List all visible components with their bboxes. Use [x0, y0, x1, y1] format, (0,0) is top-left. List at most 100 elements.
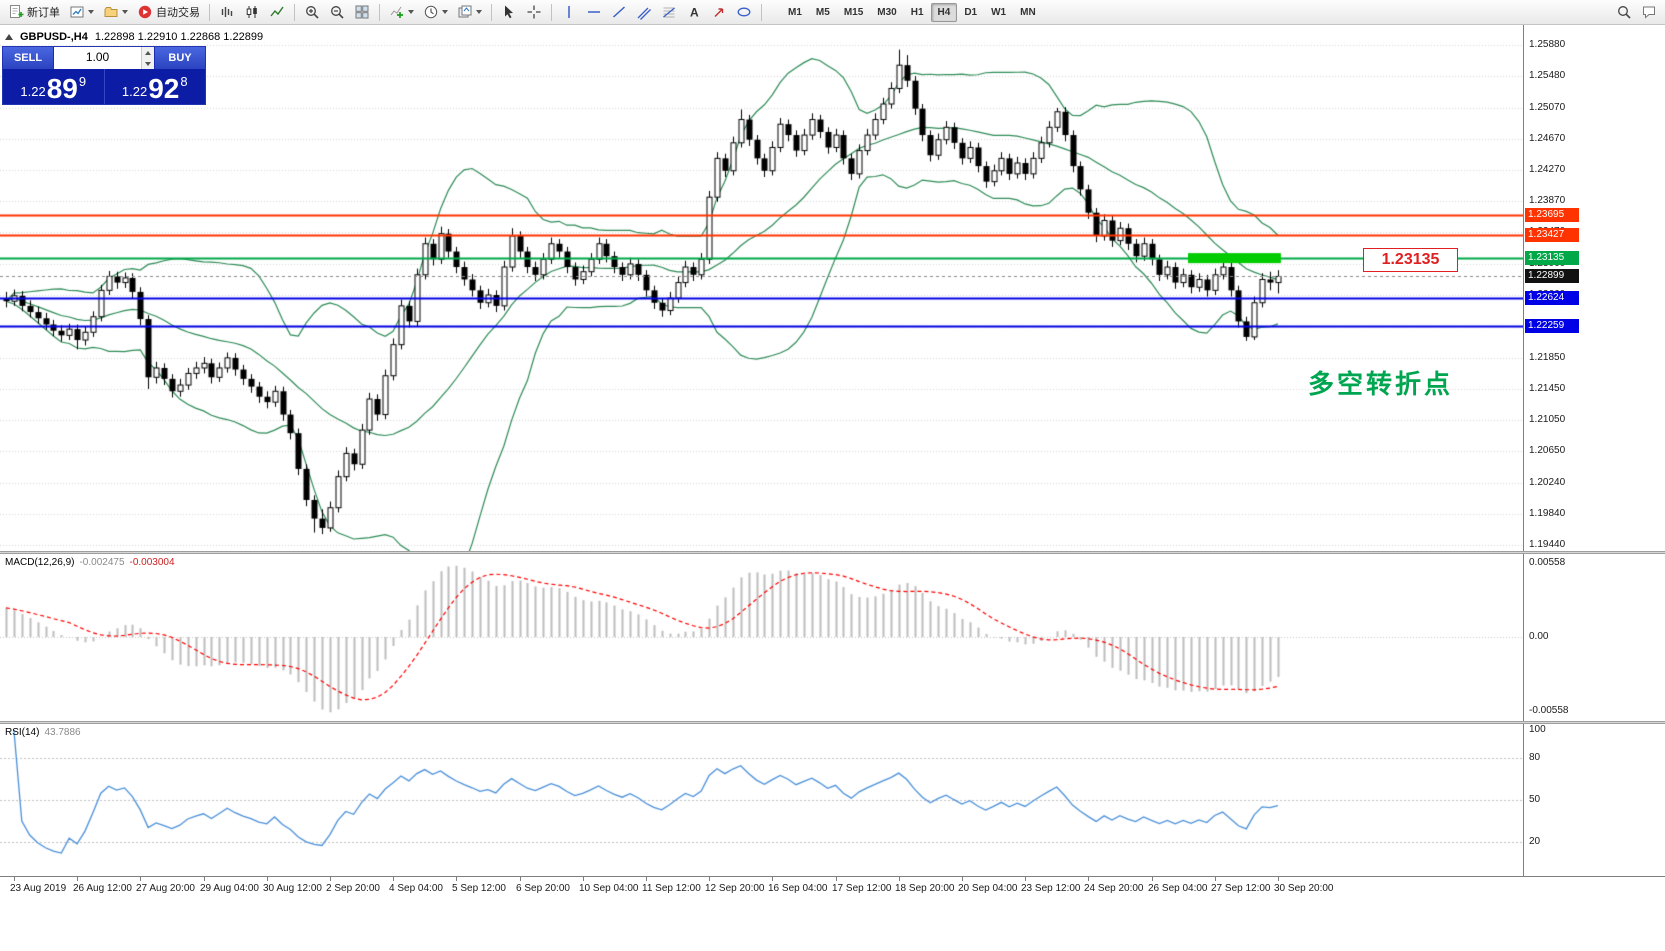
time-axis-label: 6 Sep 20:00: [516, 883, 570, 894]
time-axis-label: 26 Aug 12:00: [73, 883, 132, 894]
timeframe-h1[interactable]: H1: [910, 6, 924, 18]
new-order-button[interactable]: 新订单: [4, 2, 64, 23]
time-tick: [583, 877, 584, 881]
candlestick-icon: [246, 6, 257, 18]
time-axis-label: 5 Sep 12:00: [452, 883, 506, 894]
timeframe-m15[interactable]: M15: [843, 6, 864, 18]
new-chart-button[interactable]: [65, 2, 98, 23]
timeframe-mn[interactable]: MN: [1020, 6, 1036, 18]
volume-input[interactable]: 1.00: [85, 50, 110, 64]
zoom-out-button[interactable]: [325, 2, 349, 23]
time-tick: [393, 877, 394, 881]
channel-button[interactable]: [632, 2, 656, 23]
price-tick-label: 1.25070: [1529, 101, 1566, 113]
indicators-icon: [390, 6, 403, 18]
vertical-line-icon: [568, 6, 570, 18]
candlestick-button[interactable]: [240, 2, 264, 23]
fibonacci-button[interactable]: [657, 2, 681, 23]
ellipse-shape-icon: [737, 7, 751, 17]
buy-price-base: 1.22: [121, 84, 148, 99]
time-tick: [456, 877, 457, 881]
time-axis-label: 23 Aug 2019: [10, 883, 67, 894]
one-click-trading-panel: SELL 1.00 BUY 1.22 89 9 1.22 92 8: [2, 46, 206, 105]
bar-chart-icon: [221, 7, 233, 17]
symbol-search-button[interactable]: [1612, 2, 1636, 23]
time-axis[interactable]: 23 Aug 2019 26 Aug 12:00 27 Aug 20:00 29 Au…: [0, 876, 1665, 951]
toolbar-separator: [491, 3, 492, 21]
rsi-name: RSI(14): [5, 727, 40, 738]
time-axis-label: 30 Aug 12:00: [263, 883, 322, 894]
bar-chart-button[interactable]: [215, 2, 239, 23]
buy-price[interactable]: 1.22 92 8: [105, 69, 206, 104]
volume-down-button[interactable]: [142, 58, 154, 69]
buy-button[interactable]: BUY: [155, 47, 205, 69]
rsi-chart-canvas[interactable]: [0, 724, 1523, 876]
tile-windows-button[interactable]: [350, 2, 374, 23]
tile-windows-icon: [355, 5, 369, 19]
horizontal-line-icon: [588, 11, 600, 13]
time-tick: [646, 877, 647, 881]
oneclick-collapse-icon[interactable]: [5, 34, 13, 40]
toolbar-separator: [761, 3, 762, 21]
auto-trading-button[interactable]: 自动交易: [133, 2, 204, 23]
time-axis-label: 26 Sep 04:00: [1148, 883, 1208, 894]
auto-trading-icon: [138, 5, 152, 19]
profiles-button[interactable]: [99, 2, 132, 23]
price-tick-label: 1.25480: [1529, 70, 1566, 82]
timeframe-m1[interactable]: M1: [788, 6, 802, 18]
volume-up-button[interactable]: [142, 47, 154, 58]
sell-price[interactable]: 1.22 89 9: [3, 69, 105, 104]
time-tick: [520, 877, 521, 881]
auto-trading-label: 自动交易: [156, 7, 200, 19]
sell-button[interactable]: SELL: [3, 47, 53, 69]
time-axis-label: 29 Aug 04:00: [200, 883, 259, 894]
time-tick: [709, 877, 710, 881]
templates-button[interactable]: [453, 2, 486, 23]
sell-price-base: 1.22: [20, 84, 46, 99]
volume-control: 1.00: [53, 47, 155, 69]
pane-divider[interactable]: [0, 551, 1665, 554]
cursor-button[interactable]: [497, 2, 521, 23]
zoom-in-button[interactable]: [300, 2, 324, 23]
macd-main-value: -0.002475: [79, 557, 125, 568]
indicators-button[interactable]: [385, 2, 418, 23]
rsi-value: 43.7886: [44, 727, 81, 738]
horizontal-line-button[interactable]: [582, 2, 606, 23]
text-tool-button[interactable]: A: [682, 2, 706, 23]
crosshair-icon: [527, 5, 541, 19]
line-chart-icon: [270, 6, 284, 17]
price-tick-label: 1.25880: [1529, 39, 1566, 50]
timeframe-m5[interactable]: M5: [815, 6, 830, 18]
price-chart-canvas[interactable]: [0, 25, 1523, 551]
macd-scale-label: 0.00558: [1529, 557, 1566, 568]
time-tick: [14, 877, 15, 881]
price-level-note[interactable]: 1.23135: [1363, 248, 1458, 272]
time-axis-label: 12 Sep 20:00: [705, 883, 765, 894]
line-chart-button[interactable]: [265, 2, 289, 23]
price-tick-label: 1.21850: [1529, 351, 1566, 363]
time-axis-label: 11 Sep 12:00: [642, 883, 701, 894]
zoom-in-icon: [306, 6, 319, 19]
timeframe-d1[interactable]: D1: [964, 6, 978, 18]
turning-point-annotation[interactable]: 多空转折点: [1308, 370, 1454, 400]
time-tick: [962, 877, 963, 881]
crosshair-button[interactable]: [522, 2, 546, 23]
price-scale[interactable]: 1.25880 1.25480 1.25070 1.24670 1.24270 1.238…: [1523, 25, 1665, 876]
templates-icon: [458, 5, 472, 18]
triangle-down-icon: [145, 61, 151, 66]
timeframe-w1[interactable]: W1: [991, 6, 1007, 18]
text-tool-icon: A: [690, 6, 699, 20]
arrows-tool-button[interactable]: [707, 2, 731, 23]
trendline-button[interactable]: [607, 2, 631, 23]
community-chat-button[interactable]: [1637, 2, 1661, 23]
macd-chart-canvas[interactable]: [0, 554, 1523, 721]
timeframe-h4[interactable]: H4: [930, 2, 958, 22]
svg-text:A: A: [690, 6, 699, 20]
vertical-line-button[interactable]: [557, 2, 581, 23]
time-tick: [1152, 877, 1153, 881]
shapes-tool-button[interactable]: [732, 2, 756, 23]
pane-divider[interactable]: [0, 721, 1665, 724]
timeframe-m30[interactable]: M30: [877, 6, 897, 18]
periods-button[interactable]: [419, 2, 452, 23]
toolbar-separator: [294, 3, 295, 21]
